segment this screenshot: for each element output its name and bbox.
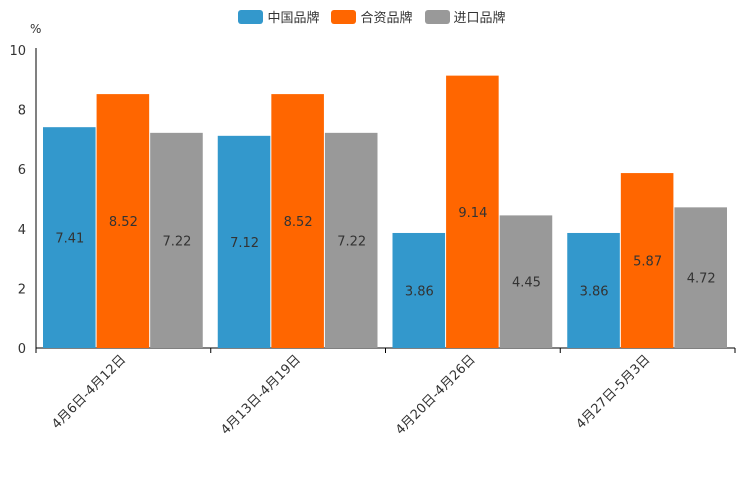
bar[interactable] [392,232,446,348]
bars: 7.41 8.52 7.22 7.12 8.52 7.22 3.86 9.14 4.45 3.86… [43,75,727,349]
bar-value-label: 7.12 [230,236,259,251]
bar-value-label: 3.86 [405,284,434,299]
legend-swatch-china-brand [238,9,264,24]
x-tick-label: 4月6日-4月12日 [49,352,129,432]
x-tick-label: 4月20日-4月26日 [393,352,479,438]
bar-value-label: 7.22 [337,234,366,249]
y-tick-label: 10 [9,44,26,59]
bar-value-label: 7.41 [55,232,84,247]
bar[interactable] [271,94,324,348]
y-tick-label: 6 [18,163,26,178]
bar[interactable] [217,135,271,348]
bar[interactable] [499,215,553,348]
y-axis-unit-label: % [30,22,41,36]
legend-label-imported-brand: 进口品牌 [453,11,506,26]
legend-swatch-joint-venture-brand [331,9,357,24]
y-tick-label: 4 [18,223,26,238]
legend-item-joint-venture-brand[interactable]: 合资品牌 [331,7,413,26]
x-axis: 4月6日-4月12日 4月13日-4月19日 4月20日-4月26日 4月27日-5月… [35,347,736,438]
bar[interactable] [567,232,620,348]
bar[interactable] [446,75,499,349]
bar[interactable] [96,94,150,348]
legend: 中国品牌 合资品牌 进口品牌 [0,7,744,26]
bar[interactable] [43,127,96,348]
y-tick-label: 0 [18,342,26,357]
bar-value-label: 3.86 [580,284,609,299]
x-tick-label: 4月13日-4月19日 [218,352,304,438]
bar-value-label: 5.87 [633,255,662,270]
legend-item-china-brand[interactable]: 中国品牌 [238,7,319,26]
y-axis: 0 2 4 6 8 10 [9,44,37,357]
bar-value-label: 4.45 [512,276,541,291]
bar[interactable] [150,132,203,348]
bar-value-label: 7.22 [162,234,191,249]
bar-value-label: 8.52 [284,215,313,230]
legend-label-joint-venture-brand: 合资品牌 [360,11,413,26]
y-tick-label: 2 [18,282,26,297]
bar[interactable] [620,173,674,348]
bar-value-label: 9.14 [458,206,487,221]
legend-label-china-brand: 中国品牌 [267,11,320,26]
bar-value-label: 4.72 [687,272,716,287]
bar[interactable] [674,207,727,348]
bar-value-label: 8.52 [109,215,138,230]
y-tick-label: 8 [18,104,26,119]
legend-swatch-imported-brand [424,9,450,24]
legend-item-imported-brand[interactable]: 进口品牌 [424,7,506,26]
x-tick-label: 4月27日-5月3日 [574,352,654,432]
bar[interactable] [324,132,378,348]
